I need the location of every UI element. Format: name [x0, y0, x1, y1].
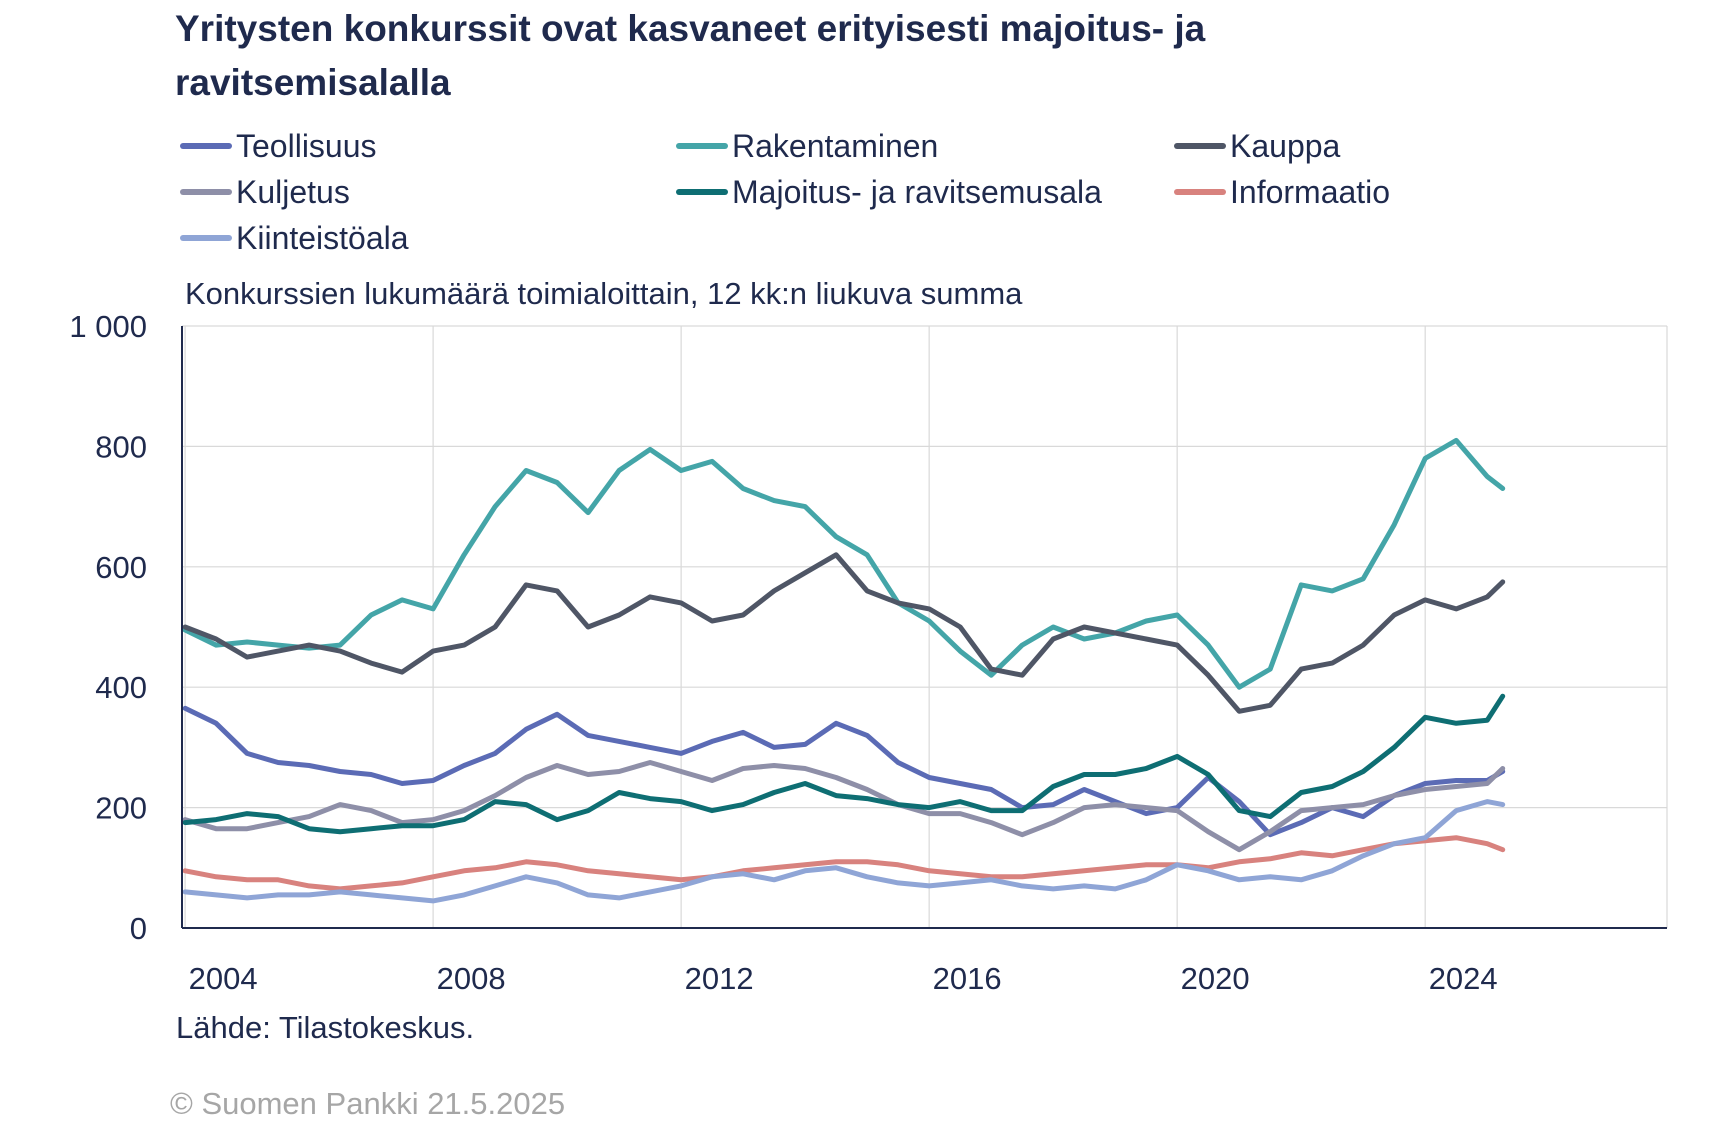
copyright-note: © Suomen Pankki 21.5.2025 [170, 1086, 566, 1121]
x-tick-label: 2008 [437, 961, 506, 996]
legend-item: Informaatio [1174, 170, 1390, 214]
series-line-informaatio [182, 835, 1506, 892]
y-tick-label: 800 [95, 429, 147, 464]
legend-swatch [180, 189, 232, 195]
series-line-teollisuus [182, 705, 1506, 838]
legend-item: Majoitus- ja ravitsemusala [676, 170, 1102, 214]
series-line-kiinteistöala [182, 799, 1506, 904]
legend-item: Kauppa [1174, 124, 1340, 168]
chart-series-lines [182, 437, 1506, 904]
y-tick-label: 400 [95, 670, 147, 705]
chart-legend: Teollisuus Rakentaminen Kauppa Kuljetus Majo… [180, 124, 1480, 264]
legend-swatch [180, 235, 232, 241]
x-tick-label: 2004 [189, 961, 258, 996]
legend-swatch [676, 143, 728, 149]
y-tick-label: 1 000 [69, 309, 147, 344]
legend-label: Kiinteistöala [236, 219, 409, 256]
y-tick-label: 600 [95, 550, 147, 585]
x-axis-tick-labels: 2004 2008 2012 2016 2020 2024 [189, 961, 1498, 996]
legend-label: Kuljetus [236, 173, 350, 210]
y-axis-tick-labels: 0 200 400 600 800 1 000 [69, 309, 147, 946]
legend-label: Teollisuus [236, 127, 377, 164]
legend-swatch [676, 189, 728, 195]
legend-label: Majoitus- ja ravitsemusala [732, 173, 1102, 210]
legend-item: Teollisuus [180, 124, 377, 168]
legend-swatch [1174, 143, 1226, 149]
legend-label: Informaatio [1230, 173, 1391, 210]
legend-swatch [1174, 189, 1226, 195]
series-line-rakentaminen [182, 437, 1506, 690]
legend-swatch [180, 143, 232, 149]
chart-axes [181, 326, 1667, 929]
chart-title: Yritysten konkurssit ovat kasvaneet erit… [175, 8, 1206, 103]
y-tick-label: 0 [130, 911, 147, 946]
legend-item: Kuljetus [180, 170, 350, 214]
x-tick-label: 2020 [1181, 961, 1250, 996]
series-line-kauppa [182, 552, 1506, 714]
x-tick-label: 2012 [685, 961, 754, 996]
series-line-kuljetus [182, 760, 1506, 853]
legend-label: Kauppa [1230, 127, 1341, 164]
series-line-majoitus-ja-ravitsemusala [182, 693, 1506, 835]
chart-subtitle: Konkurssien lukumäärä toimialoittain, 12… [185, 276, 1023, 311]
x-tick-label: 2024 [1429, 961, 1498, 996]
y-tick-label: 200 [95, 791, 147, 826]
legend-label: Rakentaminen [732, 127, 939, 164]
legend-item: Kiinteistöala [180, 216, 409, 260]
x-tick-label: 2016 [933, 961, 1002, 996]
legend-item: Rakentaminen [676, 124, 938, 168]
source-note: Lähde: Tilastokeskus. [176, 1010, 475, 1045]
